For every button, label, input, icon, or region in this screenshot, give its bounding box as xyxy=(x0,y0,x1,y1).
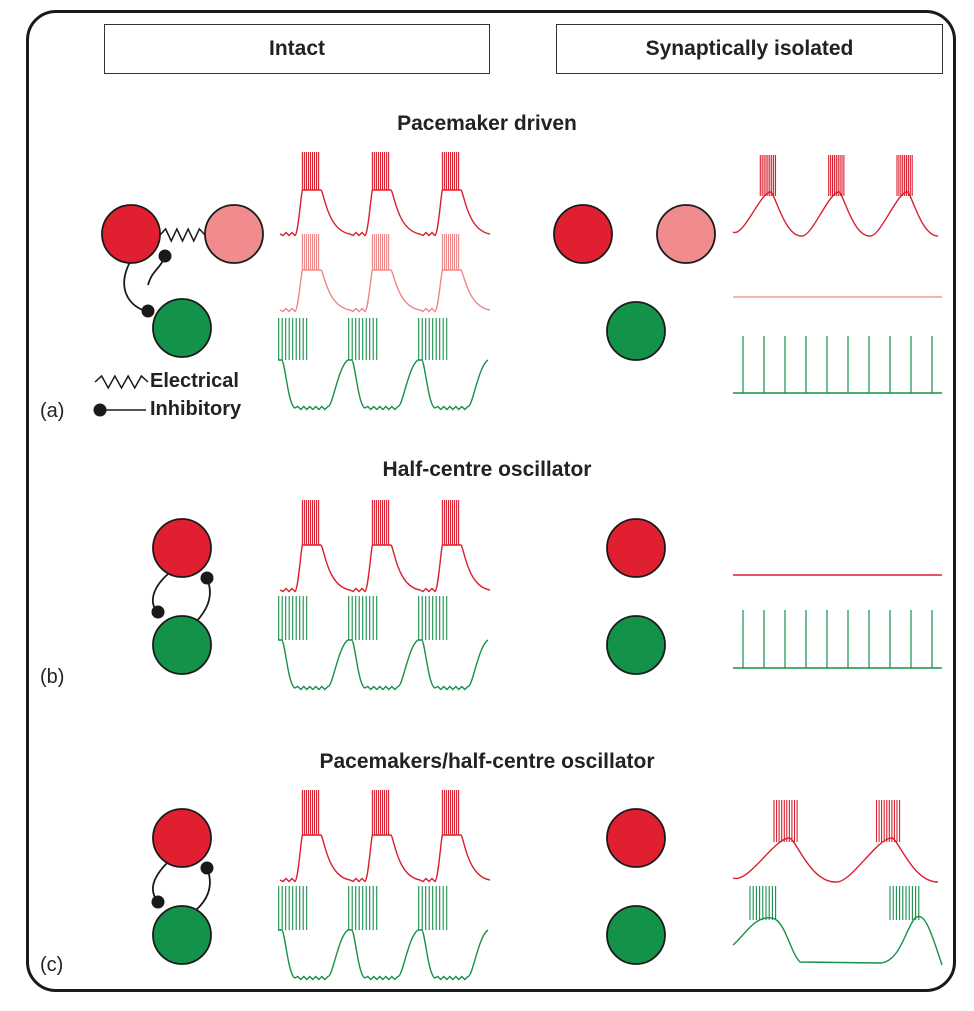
trace-b-intact-red-spikes xyxy=(301,500,460,545)
inhibitory-connection-b1 xyxy=(195,577,211,623)
neuron-green-a-isolated xyxy=(606,301,666,361)
trace-c-isolated-green-wave xyxy=(732,915,943,966)
inhibitory-synapse-dot-b1 xyxy=(200,571,214,585)
inhibitory-synapse-dot-a1 xyxy=(158,249,172,263)
trace-c-intact-green-wave xyxy=(278,929,489,981)
neuron-green-a xyxy=(152,298,212,358)
neuron-red-a xyxy=(101,204,161,264)
trace-a-intact-pink-wave xyxy=(279,269,491,313)
trace-c-isolated-green-spikes xyxy=(749,886,920,920)
neuron-red-c xyxy=(152,808,212,868)
trace-b-intact-red-wave xyxy=(279,544,491,593)
trace-c-isolated-red-wave xyxy=(732,837,939,883)
neuron-red-b-isolated xyxy=(606,518,666,578)
column-header-isolated: Synaptically isolated xyxy=(556,24,943,74)
neuron-green-c-isolated xyxy=(606,905,666,965)
panel-c-title: Pacemakers/half-centre oscillator xyxy=(319,750,655,773)
inhibitory-connection-a2 xyxy=(123,261,149,313)
trace-c-isolated-red-spikes xyxy=(773,800,901,842)
legend-electrical-symbol xyxy=(94,374,149,390)
panel-c-label: (c) xyxy=(40,954,64,976)
neuron-pink-a xyxy=(204,204,264,264)
trace-a-isolated-red-wave xyxy=(732,191,939,237)
inhibitory-synapse-dot-c2 xyxy=(151,895,165,909)
trace-a-intact-pink-spikes xyxy=(301,234,460,270)
trace-b-intact-green-wave xyxy=(278,639,489,691)
column-header-intact: Intact xyxy=(104,24,490,74)
trace-a-isolated-green-tonic-spikes xyxy=(742,336,933,393)
neuron-red-a-isolated xyxy=(553,204,613,264)
panel-a-title: Pacemaker driven xyxy=(397,112,577,135)
trace-b-intact-green-spikes xyxy=(278,596,448,640)
panel-a-label: (a) xyxy=(40,400,65,422)
trace-c-intact-green-spikes xyxy=(278,886,448,930)
trace-c-intact-red-spikes xyxy=(301,790,460,835)
trace-a-isolated-red-spikes xyxy=(759,155,913,196)
neuron-pink-a-isolated xyxy=(656,204,716,264)
inhibitory-synapse-dot-b2 xyxy=(151,605,165,619)
neuron-red-c-isolated xyxy=(606,808,666,868)
neuron-red-b xyxy=(152,518,212,578)
inhibitory-synapse-dot-c1 xyxy=(200,861,214,875)
legend-electrical-label: Electrical xyxy=(150,370,239,392)
panel-b-title: Half-centre oscillator xyxy=(382,458,592,481)
legend-inhibitory-label: Inhibitory xyxy=(150,398,242,420)
trace-a-intact-red-wave xyxy=(279,189,491,237)
trace-a-intact-red-spikes xyxy=(301,152,460,190)
inhibitory-synapse-dot-a2 xyxy=(141,304,155,318)
neuron-green-b-isolated xyxy=(606,615,666,675)
neuron-green-b xyxy=(152,615,212,675)
panel-b-label: (b) xyxy=(40,666,65,688)
trace-b-isolated-green-tonic-spikes xyxy=(742,610,933,668)
trace-c-intact-red-wave xyxy=(279,834,491,883)
trace-a-intact-green-wave xyxy=(278,359,489,411)
neuron-green-c xyxy=(152,905,212,965)
figure-frame xyxy=(26,10,956,992)
electrical-synapse-symbol xyxy=(159,227,206,243)
trace-a-intact-green-spikes xyxy=(278,318,448,360)
